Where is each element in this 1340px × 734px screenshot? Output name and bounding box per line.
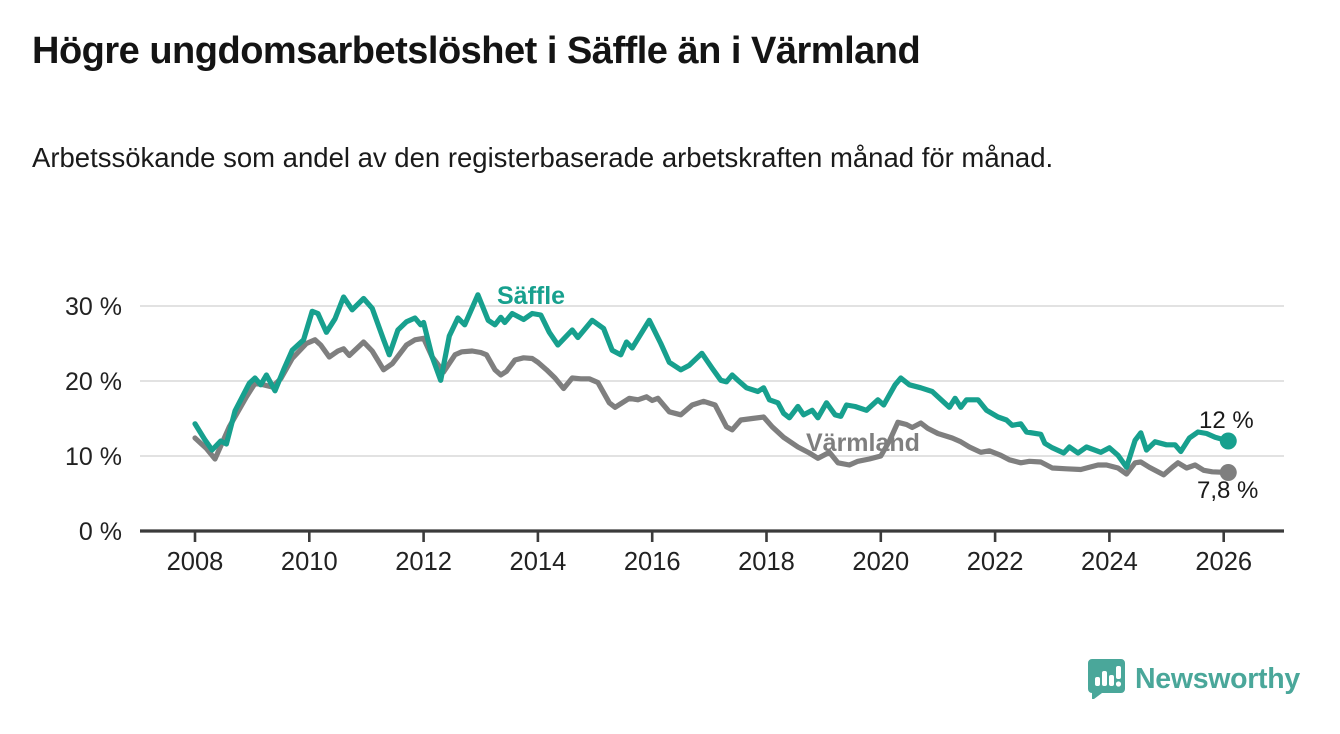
brand-name: Newsworthy: [1135, 662, 1300, 695]
series-end-dot-värmland: [1219, 464, 1237, 481]
exclamation-stem: [1116, 666, 1121, 679]
bar-3: [1109, 675, 1114, 686]
end-value-label-varmland: 7,8 %: [1197, 477, 1259, 504]
x-tick-label: 2018: [738, 548, 795, 576]
page-title: Högre ungdomsarbetslöshet i Säffle än i …: [32, 30, 921, 72]
x-tick-label: 2020: [852, 548, 909, 576]
newsworthy-logo: Newsworthy: [1088, 659, 1300, 699]
chart-subtitle: Arbetssökande som andel av den registerb…: [32, 142, 1054, 173]
end-value-label-saffle: 12 %: [1199, 407, 1254, 434]
y-tick-label: 0 %: [79, 518, 122, 546]
x-tick-label: 2010: [281, 548, 338, 576]
x-tick-label: 2026: [1195, 548, 1252, 576]
bar-1: [1095, 677, 1100, 686]
y-tick-label: 10 %: [65, 443, 122, 471]
series-label-varmland: Värmland: [806, 429, 920, 457]
x-tick-label: 2014: [510, 548, 567, 576]
bar-2: [1102, 671, 1107, 686]
series-line-värmland: [192, 335, 1231, 478]
exclamation-dot: [1115, 681, 1122, 687]
x-tick-label: 2024: [1081, 548, 1138, 576]
x-tick-label: 2008: [167, 548, 224, 576]
series-end-dot-säffle: [1219, 432, 1237, 450]
x-tick-label: 2016: [624, 548, 681, 576]
series-label-saffle: Säffle: [497, 282, 566, 310]
x-tick-label: 2012: [395, 548, 452, 576]
series-line-säffle: [192, 292, 1231, 470]
y-tick-label: 30 %: [65, 293, 122, 321]
y-tick-label: 20 %: [65, 368, 122, 396]
bar-chart-speech-bubble-icon: [1088, 659, 1125, 699]
x-tick-label: 2022: [967, 548, 1024, 576]
